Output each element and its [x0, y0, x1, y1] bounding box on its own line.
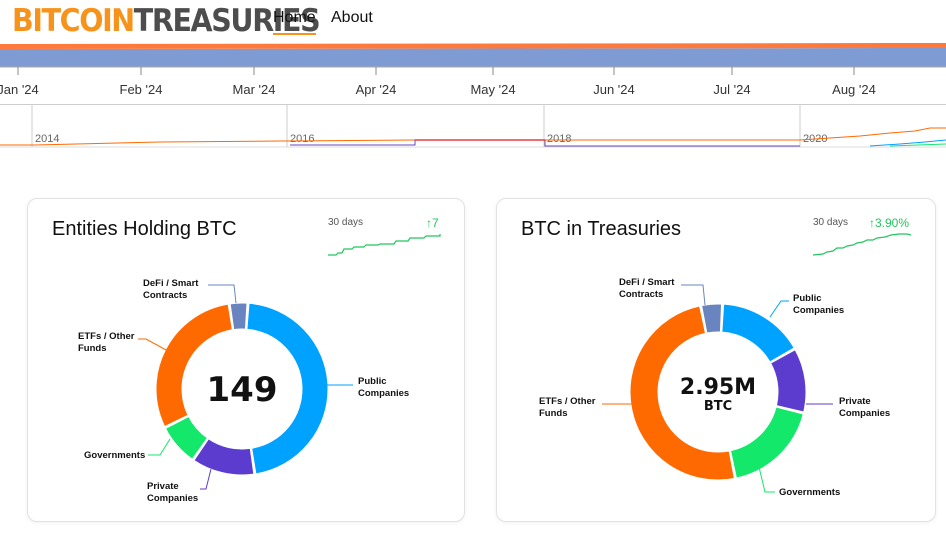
month-tick-label: Jul '24 — [713, 82, 750, 97]
entities-sparkline — [328, 234, 441, 256]
btc-sparkline — [813, 233, 912, 256]
donut-segment-private[interactable] — [193, 438, 255, 476]
label-public-companies: Public Companies — [358, 376, 409, 400]
navigator-line-blue — [869, 139, 946, 147]
entities-sparkline-path — [328, 234, 441, 256]
entities-donut-chart[interactable]: 149 — [155, 302, 329, 476]
leader-btc-defi-contracts — [681, 284, 706, 306]
month-tick-group: Jan '24 Feb '24 Mar '24 Apr '24 May '24 Jun '… — [0, 67, 876, 97]
label-private-line2: Companies — [147, 493, 199, 504]
label-defi-line2: Contracts — [143, 290, 188, 301]
label-governments: Governments — [84, 450, 145, 462]
btc-label-governments-line1: Governments — [779, 487, 841, 498]
btc-label-etfs-funds: ETFs / Other Funds — [539, 396, 595, 420]
entities-card-title: Entities Holding BTC — [52, 218, 237, 240]
entities-holding-card: Entities Holding BTC 30 days ↑7 149 Publ… — [27, 198, 465, 522]
label-defi-contracts: DeFi / Smart Contracts — [143, 278, 198, 302]
label-etfs-funds: ETFs / Other Funds — [78, 331, 134, 355]
month-tick-label: Apr '24 — [356, 82, 397, 97]
donut-segment-governments[interactable] — [164, 415, 209, 460]
leader-defi-contracts — [208, 284, 237, 304]
label-governments-line1: Governments — [84, 450, 146, 461]
btc-label-etfs-line1: ETFs / Other — [539, 396, 596, 407]
label-etfs-line2: Funds — [78, 343, 107, 354]
label-public-line2: Companies — [358, 388, 410, 399]
label-private-companies: Private Companies — [147, 481, 198, 505]
nav-about-link[interactable]: About — [331, 9, 373, 26]
navigator-line-purple — [290, 139, 800, 147]
btc-label-public-companies: Public Companies — [793, 293, 844, 317]
donut-center-value: 2.95M — [680, 375, 756, 400]
btc-label-defi-line2: Contracts — [619, 289, 664, 300]
btc-sparkline-path — [813, 233, 912, 256]
btc-card-title: BTC in Treasuries — [521, 218, 682, 240]
label-private-line1: Private — [147, 481, 179, 492]
entities-trend-value: ↑7 — [426, 216, 439, 230]
year-label: 2018 — [547, 133, 571, 145]
btc-label-defi-contracts: DeFi / Smart Contracts — [619, 277, 674, 301]
donut-segment-defi-smart[interactable] — [229, 302, 248, 331]
donut-segment-etfs-other[interactable] — [155, 303, 233, 428]
navigator-line-orange — [0, 127, 946, 146]
logo-text-bitcoin: BITCOIN — [12, 3, 135, 39]
btc-label-private-companies: Private Companies — [839, 396, 890, 420]
donut-segment-governments[interactable] — [729, 406, 804, 479]
donut-segment-public[interactable] — [246, 302, 329, 475]
donut-center-unit: BTC — [704, 399, 732, 414]
donut-segment-etfs-other[interactable] — [629, 305, 735, 481]
month-tick-label: Jun '24 — [593, 82, 635, 97]
timeline-navigator[interactable]: 2014 2016 2018 2020 — [0, 104, 946, 154]
donut-center-value: 149 — [207, 370, 278, 410]
btc-in-treasuries-card: BTC in Treasuries 30 days ↑3.90% 2.95M BT… — [496, 198, 936, 522]
top-navigation-bar: BITCOINTREASURIES Home About — [0, 0, 946, 44]
btc-trend-days: 30 days — [813, 217, 849, 228]
btc-trend-value: ↑3.90% — [869, 216, 910, 230]
month-tick-label: Feb '24 — [120, 82, 163, 97]
donut-segment-defi-smart[interactable] — [701, 303, 723, 334]
year-tick-group: 2014 2016 2018 2020 — [31, 105, 827, 147]
btc-label-private-line2: Companies — [839, 408, 891, 419]
label-defi-line1: DeFi / Smart — [143, 278, 199, 289]
nav-home-link[interactable]: Home — [273, 9, 316, 35]
label-public-line1: Public — [358, 376, 387, 387]
month-tick-label: May '24 — [470, 82, 515, 97]
bitcointreasuries-logo[interactable]: BITCOINTREASURIES — [12, 3, 321, 39]
month-tick-label: Mar '24 — [233, 82, 276, 97]
donut-segment-public[interactable] — [721, 303, 795, 363]
timeline-area-orange — [0, 43, 946, 49]
navigator-line-green — [889, 143, 946, 147]
btc-label-etfs-line2: Funds — [539, 408, 568, 419]
timeline-area-blue — [0, 48, 946, 67]
btc-label-private-line1: Private — [839, 396, 871, 407]
btc-label-defi-line1: DeFi / Smart — [619, 277, 675, 288]
label-etfs-line1: ETFs / Other — [78, 331, 135, 342]
year-label: 2016 — [290, 133, 314, 145]
month-tick-label: Jan '24 — [0, 82, 39, 97]
donut-segment-private[interactable] — [769, 349, 807, 413]
entities-trend-days: 30 days — [328, 217, 364, 228]
holdings-timeline-chart[interactable]: Jan '24 Feb '24 Mar '24 Apr '24 May '24 Jun '… — [0, 43, 946, 103]
btc-label-public-line2: Companies — [793, 305, 845, 316]
month-tick-label: Aug '24 — [832, 82, 876, 97]
year-label: 2014 — [35, 133, 59, 145]
btc-label-governments: Governments — [779, 487, 840, 499]
btc-label-public-line1: Public — [793, 293, 822, 304]
